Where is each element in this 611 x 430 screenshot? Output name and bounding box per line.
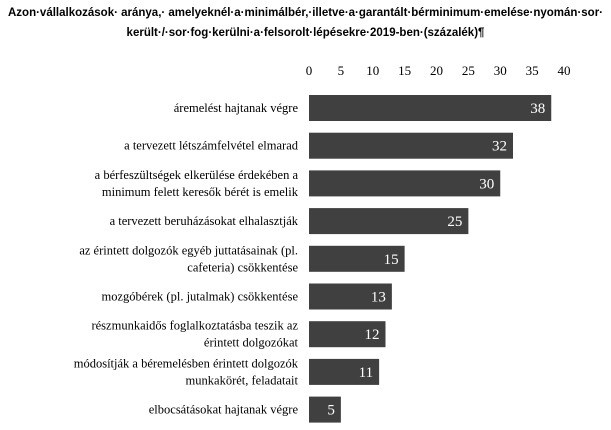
category-label: mozgóbérek (pl. jutalmak) csökkentése <box>102 290 299 304</box>
chart-title-line-1: Azon·vállalkozások· aránya,· amelyeknél·… <box>8 7 603 19</box>
bar <box>309 396 341 423</box>
x-tick-label: 10 <box>366 63 379 78</box>
category-label: érintett dolgozókat <box>204 336 299 350</box>
category-label: cafeteria) csökkentése <box>187 260 298 274</box>
bar <box>309 170 501 197</box>
bar <box>309 245 405 272</box>
x-tick-label: 25 <box>462 63 475 78</box>
category-label: minimum felett keresők bérét is emelik <box>102 185 299 199</box>
bar <box>309 132 513 159</box>
x-tick-label: 0 <box>306 63 313 78</box>
chart-title-line-2: került·/·sor·fog·kerülni·a·felsorolt·lép… <box>126 27 485 39</box>
bar-value-label: 12 <box>365 327 380 343</box>
bar-value-label: 30 <box>479 176 494 192</box>
bar <box>309 208 469 235</box>
category-label: a tervezett beruházásokat elhalasztják <box>110 214 299 228</box>
x-tick-label: 30 <box>494 63 507 78</box>
x-tick-label: 40 <box>558 63 571 78</box>
category-label: az érintett dolgozók egyéb juttatásainak… <box>79 243 298 257</box>
category-label: részmunkaidős foglalkoztatásba teszik az <box>91 319 298 333</box>
x-tick-label: 15 <box>398 63 411 78</box>
bar-value-label: 25 <box>447 214 462 230</box>
bar <box>309 321 386 348</box>
category-label: a bérfeszültségek elkerülése érdekében a <box>95 168 299 182</box>
category-label: módosítják a béremelésben érintett dolgo… <box>74 356 299 370</box>
x-tick-label: 5 <box>338 63 345 78</box>
bar-value-label: 13 <box>371 290 386 306</box>
bar-value-label: 15 <box>384 252 399 268</box>
bar <box>309 283 392 310</box>
bar-value-label: 5 <box>327 403 335 419</box>
bar <box>309 358 380 385</box>
category-label: a tervezett létszámfelvétel elmarad <box>124 139 299 153</box>
category-label: áremelést hajtanak végre <box>174 101 299 115</box>
category-label: elbocsátásokat hajtanak végre <box>149 403 299 417</box>
category-label: munkakörét, feladatait <box>186 373 299 387</box>
bar <box>309 95 552 121</box>
x-tick-label: 35 <box>526 63 539 78</box>
bar-value-label: 11 <box>359 365 373 381</box>
x-tick-label: 20 <box>430 63 443 78</box>
bar-value-label: 38 <box>530 101 545 117</box>
bar-value-label: 32 <box>492 139 507 155</box>
